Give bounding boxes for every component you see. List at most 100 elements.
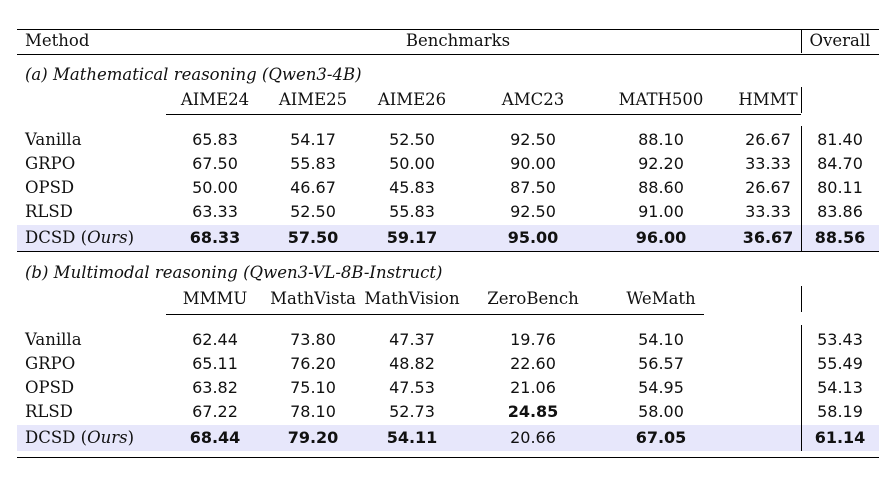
overall-cell: 80.11 — [817, 178, 863, 197]
ours-label: Ours — [87, 428, 128, 447]
score-cell: 21.06 — [510, 378, 556, 397]
overall-cell: 61.14 — [814, 428, 866, 447]
overall-cell: 54.13 — [817, 378, 863, 397]
section-a-title: (a) Mathematical reasoning (Qwen3-4B) — [25, 65, 362, 84]
overall-cell: 81.40 — [817, 130, 863, 149]
score-cell: 52.73 — [389, 402, 435, 421]
header-rule — [17, 54, 879, 55]
method-cell: RLSD — [25, 202, 73, 221]
score-cell: 36.67 — [742, 228, 794, 247]
score-cell: 33.33 — [745, 154, 791, 173]
overall-cell: 55.49 — [817, 354, 863, 373]
overall-cell: 83.86 — [817, 202, 863, 221]
score-cell: 65.83 — [192, 130, 238, 149]
benchmarks-header: Benchmarks — [405, 31, 511, 50]
score-cell: 62.44 — [192, 330, 238, 349]
column-header: AMC23 — [501, 90, 565, 109]
score-cell: 54.11 — [386, 428, 438, 447]
score-cell: 63.33 — [192, 202, 238, 221]
score-cell: 92.50 — [510, 130, 556, 149]
section-b-subrule — [166, 314, 704, 315]
method-cell: OPSD — [25, 378, 75, 397]
section-a-col-header-separator — [801, 87, 802, 113]
column-header: MathVision — [364, 289, 460, 308]
score-cell: 56.57 — [638, 354, 684, 373]
method-cell: OPSD — [25, 178, 75, 197]
score-cell: 68.33 — [189, 228, 241, 247]
score-cell: 46.67 — [290, 178, 336, 197]
score-cell: 48.82 — [389, 354, 435, 373]
score-cell: 24.85 — [507, 402, 559, 421]
method-cell: Vanilla — [25, 130, 82, 149]
score-cell: 26.67 — [745, 178, 791, 197]
score-cell: 45.83 — [389, 178, 435, 197]
ours-highlight-b — [17, 425, 879, 451]
score-cell: 75.10 — [290, 378, 336, 397]
section-a-bottom-rule — [17, 251, 879, 252]
section-b-overall-separator — [801, 325, 802, 451]
score-cell: 79.20 — [287, 428, 339, 447]
score-cell: 67.50 — [192, 154, 238, 173]
method-cell-ours: DCSD (Ours) — [25, 228, 135, 247]
column-header: WeMath — [626, 289, 696, 308]
score-cell: 52.50 — [389, 130, 435, 149]
score-cell: 55.83 — [389, 202, 435, 221]
column-header: AIME25 — [278, 90, 348, 109]
ours-label: Ours — [87, 228, 128, 247]
column-header: AIME24 — [180, 90, 250, 109]
score-cell: 50.00 — [389, 154, 435, 173]
score-cell: 54.95 — [638, 378, 684, 397]
top-rule — [17, 29, 879, 31]
score-cell: 55.83 — [290, 154, 336, 173]
method-cell: GRPO — [25, 354, 76, 373]
score-cell: 87.50 — [510, 178, 556, 197]
results-table: Method Benchmarks Overall (a) Mathematic… — [17, 0, 879, 477]
score-cell: 92.20 — [638, 154, 684, 173]
section-a-overall-separator — [801, 126, 802, 251]
score-cell: 91.00 — [638, 202, 684, 221]
score-cell: 58.00 — [638, 402, 684, 421]
score-cell: 22.60 — [510, 354, 556, 373]
column-header: MathVista — [270, 289, 356, 308]
method-cell: GRPO — [25, 154, 76, 173]
overall-header: Overall — [809, 31, 871, 50]
overall-cell: 58.19 — [817, 402, 863, 421]
column-header: HMMT — [738, 90, 798, 109]
score-cell: 65.11 — [192, 354, 238, 373]
section-b-col-header-separator — [801, 286, 802, 312]
score-cell: 67.22 — [192, 402, 238, 421]
method-cell: Vanilla — [25, 330, 82, 349]
column-header: ZeroBench — [487, 289, 579, 308]
score-cell: 76.20 — [290, 354, 336, 373]
score-cell: 47.53 — [389, 378, 435, 397]
method-header: Method — [25, 31, 90, 50]
score-cell: 78.10 — [290, 402, 336, 421]
score-cell: 50.00 — [192, 178, 238, 197]
score-cell: 54.10 — [638, 330, 684, 349]
method-name: DCSD — [25, 228, 76, 247]
score-cell: 19.76 — [510, 330, 556, 349]
score-cell: 20.66 — [510, 428, 556, 447]
overall-cell: 53.43 — [817, 330, 863, 349]
score-cell: 52.50 — [290, 202, 336, 221]
method-cell: RLSD — [25, 402, 73, 421]
score-cell: 88.60 — [638, 178, 684, 197]
score-cell: 67.05 — [635, 428, 687, 447]
score-cell: 73.80 — [290, 330, 336, 349]
score-cell: 92.50 — [510, 202, 556, 221]
overall-cell: 84.70 — [817, 154, 863, 173]
score-cell: 63.82 — [192, 378, 238, 397]
column-header: MMMU — [182, 289, 248, 308]
score-cell: 90.00 — [510, 154, 556, 173]
header-separator — [801, 30, 802, 53]
method-cell-ours: DCSD (Ours) — [25, 428, 135, 447]
score-cell: 68.44 — [189, 428, 241, 447]
score-cell: 26.67 — [745, 130, 791, 149]
section-b-title: (b) Multimodal reasoning (Qwen3-VL-8B-In… — [25, 263, 443, 282]
score-cell: 88.10 — [638, 130, 684, 149]
column-header: AIME26 — [377, 90, 447, 109]
score-cell: 54.17 — [290, 130, 336, 149]
method-name: DCSD — [25, 428, 76, 447]
bottom-rule — [17, 457, 879, 459]
ours-highlight-a — [17, 225, 879, 251]
